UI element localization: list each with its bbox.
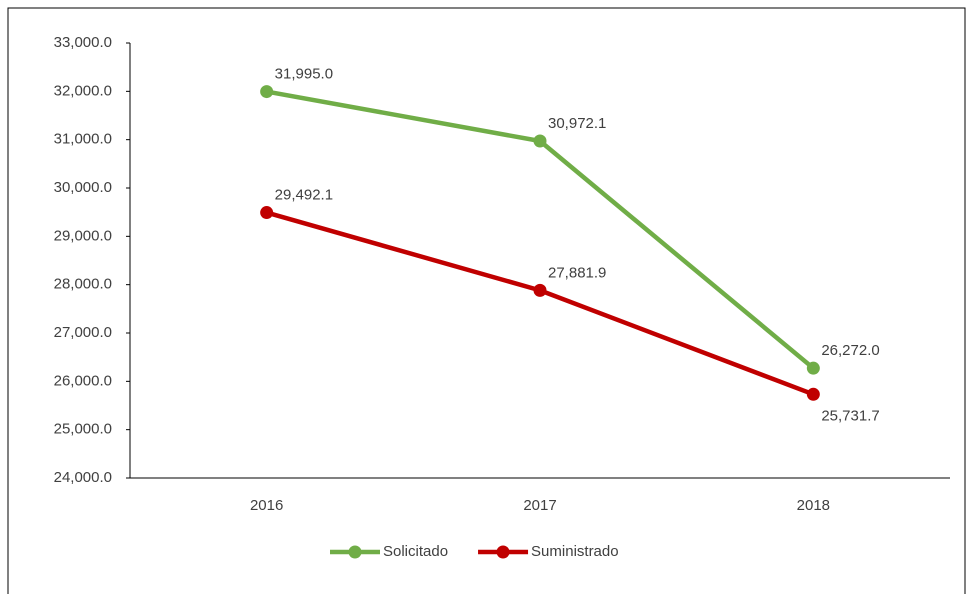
legend-marker [348,545,362,559]
y-tick-label: 26,000.0 [54,372,112,389]
point [260,85,274,99]
y-tick-label: 33,000.0 [54,34,112,51]
x-tick-label: 2016 [250,497,283,514]
data-label: 31,995.0 [275,66,333,83]
legend-marker [496,545,510,559]
y-tick-label: 27,000.0 [54,324,112,341]
y-tick-label: 31,000.0 [54,131,112,148]
y-tick-label: 32,000.0 [54,82,112,99]
chart-frame [7,7,966,594]
data-label: 30,972.1 [548,115,606,132]
x-tick-label: 2018 [797,497,830,514]
legend-label: Suministrado [531,543,619,560]
data-label: 26,272.0 [821,342,879,359]
legend-label: Solicitado [383,543,448,560]
point [533,134,547,148]
y-tick-label: 24,000.0 [54,469,112,486]
y-tick-label: 28,000.0 [54,276,112,293]
point [260,206,274,220]
point [533,283,547,297]
data-label: 29,492.1 [275,187,333,204]
x-tick-label: 2017 [523,497,556,514]
y-tick-label: 29,000.0 [54,227,112,244]
y-tick-label: 30,000.0 [54,179,112,196]
data-label: 27,881.9 [548,264,606,281]
y-tick-label: 25,000.0 [54,421,112,438]
data-label: 25,731.7 [821,407,879,424]
point [806,361,820,375]
point [806,387,820,401]
